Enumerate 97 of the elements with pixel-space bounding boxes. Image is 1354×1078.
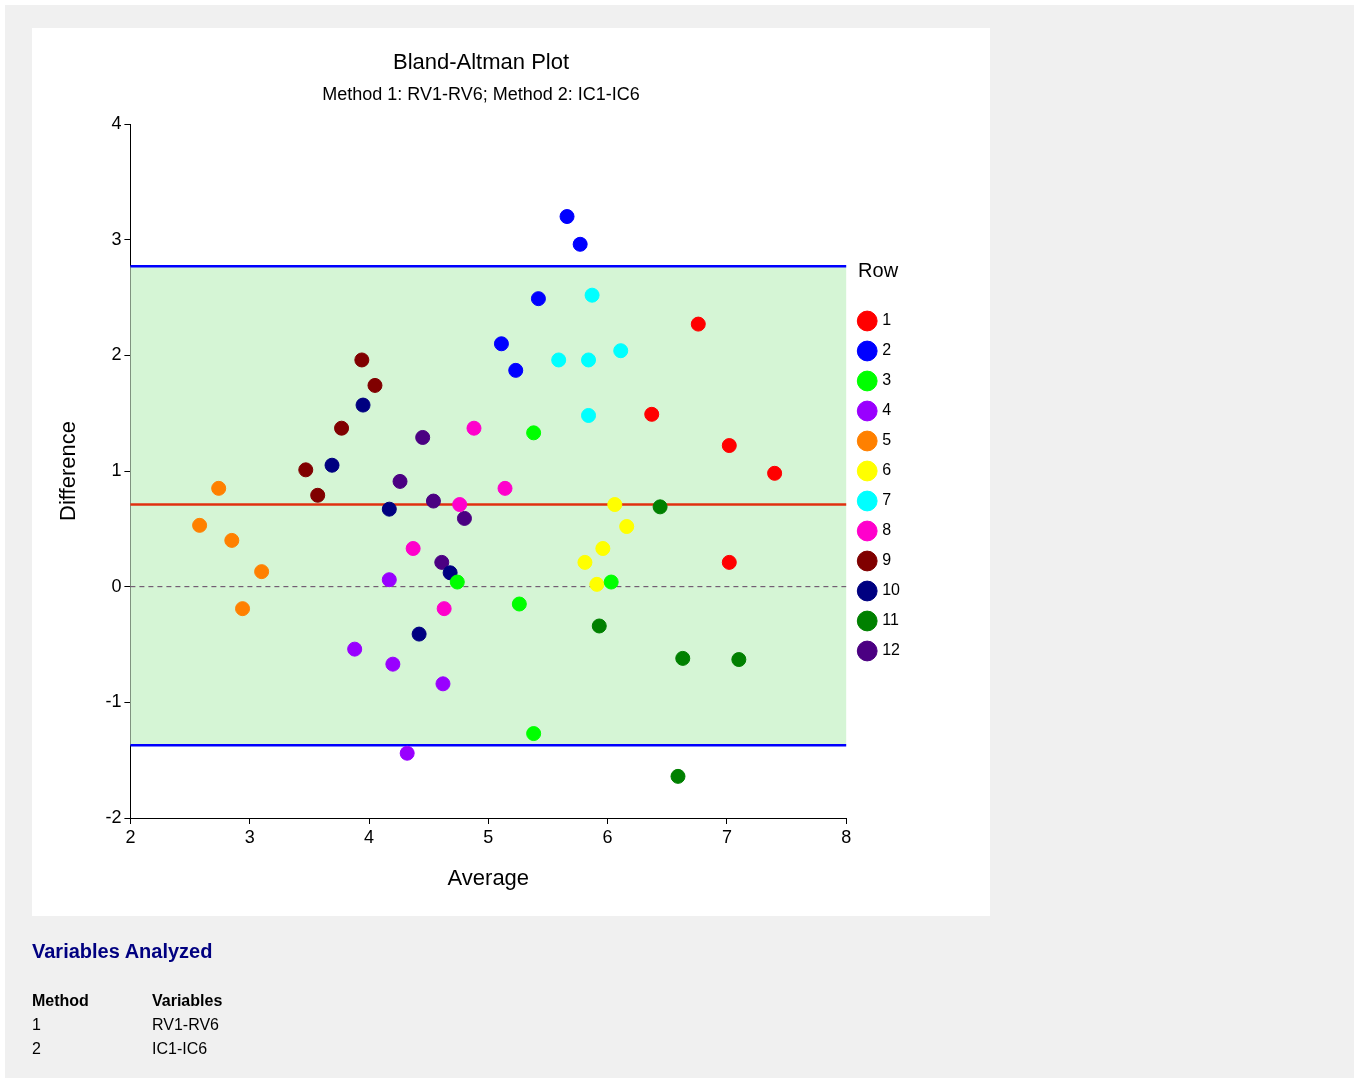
point	[436, 601, 452, 617]
point	[435, 676, 451, 692]
text: IC1-IC6	[152, 1039, 209, 1059]
point	[192, 517, 208, 533]
point	[449, 574, 465, 590]
point	[607, 497, 623, 513]
legend-label: 9	[882, 551, 892, 569]
point	[381, 501, 397, 517]
text: 2	[32, 1039, 42, 1059]
point	[581, 352, 597, 368]
legend-title: Row	[858, 258, 899, 281]
point	[652, 499, 668, 515]
point	[367, 377, 383, 393]
chart-title: Bland-Altman Plot	[392, 49, 570, 75]
text: Variables Analyzed	[32, 940, 214, 963]
x-tick-label: 6	[602, 826, 613, 847]
point	[551, 352, 567, 368]
point	[466, 420, 482, 436]
point	[347, 641, 363, 657]
point	[354, 352, 370, 368]
point	[595, 541, 611, 556]
x-tick-label: 8	[841, 826, 852, 847]
point	[235, 601, 251, 617]
point	[411, 626, 427, 642]
x-tick-label: 3	[244, 826, 255, 847]
text: Method	[32, 991, 90, 1011]
text: RV1-RV6	[152, 1015, 220, 1035]
point	[511, 596, 527, 612]
legend-label: 4	[882, 401, 892, 419]
point	[298, 462, 314, 478]
legend-label: 5	[882, 431, 892, 449]
text: 1	[32, 1015, 42, 1035]
point	[577, 554, 593, 570]
point	[452, 497, 468, 513]
point	[415, 429, 431, 445]
legend-label: 7	[882, 491, 892, 509]
point	[434, 554, 450, 570]
point	[310, 487, 326, 503]
point	[399, 745, 415, 761]
legend-label: 12	[882, 641, 901, 659]
point	[591, 618, 607, 634]
legend-label: 10	[882, 581, 901, 599]
point	[675, 650, 691, 666]
point	[211, 480, 227, 496]
point	[690, 316, 706, 332]
point	[254, 564, 270, 580]
point	[721, 554, 737, 570]
x-tick-label: 5	[483, 826, 494, 847]
y-tick-label: 0	[111, 575, 122, 596]
point	[224, 532, 240, 548]
point	[731, 652, 747, 668]
x-axis-title: Average	[447, 864, 530, 890]
point	[392, 473, 408, 489]
y-tick-label: 2	[111, 344, 122, 365]
point	[456, 510, 472, 526]
legend-label: 11	[882, 611, 899, 629]
point	[619, 519, 635, 535]
point	[572, 236, 588, 252]
y-tick-label: 4	[111, 112, 122, 133]
point	[721, 438, 737, 454]
point	[355, 397, 371, 413]
legend-label: 8	[882, 521, 892, 539]
point	[670, 768, 686, 784]
x-tick-label: 2	[125, 826, 136, 847]
x-tick-label: 4	[364, 826, 375, 847]
point	[508, 362, 524, 378]
point	[530, 291, 546, 307]
legend-label: 3	[882, 371, 892, 389]
point	[405, 541, 421, 556]
point	[497, 480, 513, 496]
point	[581, 407, 597, 423]
text: Variables	[152, 991, 224, 1011]
chart-subtitle: Method 1: RV1-RV6; Method 2: IC1-IC6	[322, 84, 640, 105]
x-tick-label: 7	[721, 826, 732, 847]
y-tick-label: -1	[105, 691, 122, 712]
point	[381, 572, 397, 588]
legend-label: 2	[882, 341, 892, 359]
y-tick-label: -2	[105, 806, 122, 827]
point	[334, 420, 350, 436]
y-axis-title: Difference	[55, 421, 81, 521]
point	[644, 406, 660, 422]
point	[324, 457, 340, 473]
point	[559, 209, 575, 225]
point	[526, 726, 542, 742]
point	[613, 343, 629, 359]
point	[589, 576, 605, 592]
point	[425, 493, 441, 509]
legend-label: 1	[882, 311, 892, 329]
point	[603, 574, 619, 590]
legend-label: 6	[882, 461, 892, 479]
point	[584, 287, 600, 303]
y-tick-label: 3	[111, 228, 122, 249]
point	[493, 336, 509, 352]
point	[385, 656, 401, 672]
y-tick-label: 1	[111, 459, 122, 480]
point	[526, 425, 542, 441]
point	[767, 465, 783, 481]
